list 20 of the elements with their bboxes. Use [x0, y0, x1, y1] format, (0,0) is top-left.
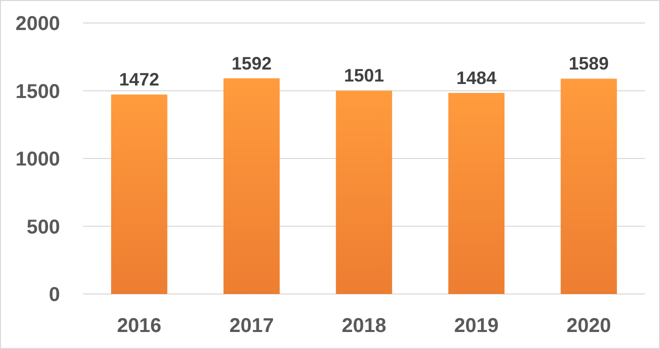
data-label: 1589 [568, 54, 609, 74]
data-label: 1472 [119, 70, 160, 90]
x-tick-label: 2016 [116, 315, 162, 337]
bar [336, 90, 392, 294]
bar [448, 92, 504, 294]
x-tick-label: 2017 [229, 315, 274, 337]
data-label: 1592 [232, 53, 272, 74]
bar [111, 94, 168, 294]
x-tick-label: 2020 [566, 315, 612, 337]
y-tick-label: 2000 [16, 13, 60, 35]
y-tick-label: 0 [48, 284, 60, 306]
y-tick-label: 1000 [16, 148, 60, 170]
x-tick-label: 2019 [454, 315, 499, 337]
y-tick-label: 1500 [16, 80, 60, 103]
data-label: 1501 [344, 66, 384, 86]
bar [560, 78, 617, 294]
y-tick-label: 500 [26, 216, 60, 238]
data-label: 1484 [456, 68, 496, 88]
x-tick-label: 2018 [342, 315, 386, 337]
bar [224, 78, 280, 294]
